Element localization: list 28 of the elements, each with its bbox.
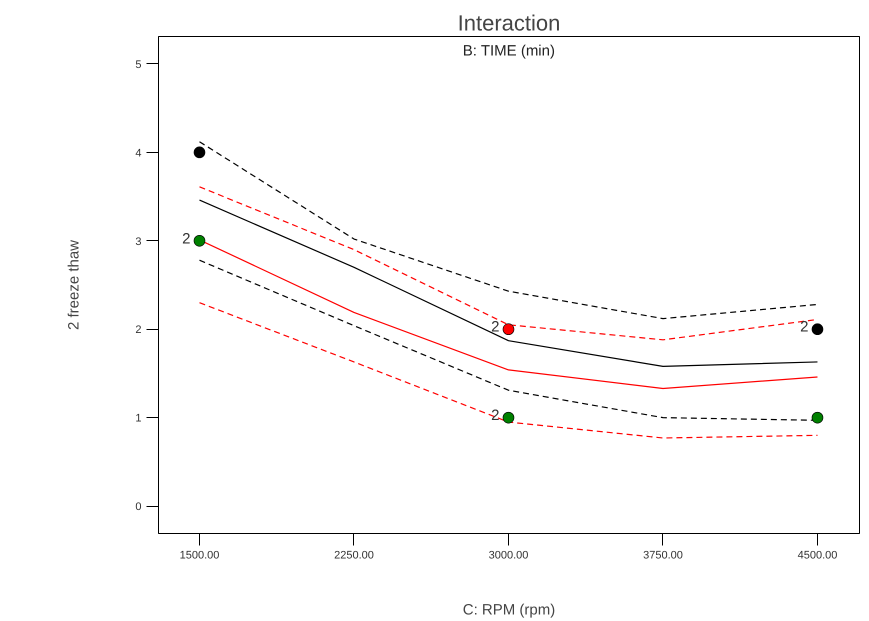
chart-title: Interaction: [458, 10, 560, 36]
x-tick-label: 1500.00: [180, 550, 220, 562]
line-series: [198, 200, 818, 367]
y-tick-label: 1: [135, 412, 142, 425]
line-series: [198, 141, 818, 320]
y-tick-label: 3: [135, 236, 142, 248]
annotation: 2: [491, 407, 500, 424]
x-tick-label: 3000.00: [488, 550, 528, 562]
point: [812, 323, 824, 336]
y-axis-title: 2 freeze thaw: [65, 240, 82, 330]
y-tick-label: 2: [135, 324, 142, 336]
y-tick-label: 5: [135, 58, 142, 71]
annotation: 2: [182, 230, 190, 248]
chart-subtitle: B: TIME (min): [462, 42, 555, 60]
annotation: 2: [491, 318, 500, 336]
y-tick-label: 4: [135, 147, 142, 160]
point: [502, 412, 514, 424]
point: [194, 234, 206, 247]
x-tick-label: 4500.00: [798, 550, 838, 562]
y-tick-label: 0: [135, 501, 142, 514]
annotation: 2: [800, 318, 808, 336]
point: [194, 146, 206, 158]
x-tick-label: 3750.00: [643, 550, 683, 562]
x-axis-title: C: RPM (rpm): [462, 602, 556, 618]
point: [502, 323, 514, 336]
point: [812, 412, 824, 424]
line-series: [198, 302, 818, 439]
x-tick-label: 2250.00: [334, 550, 374, 562]
